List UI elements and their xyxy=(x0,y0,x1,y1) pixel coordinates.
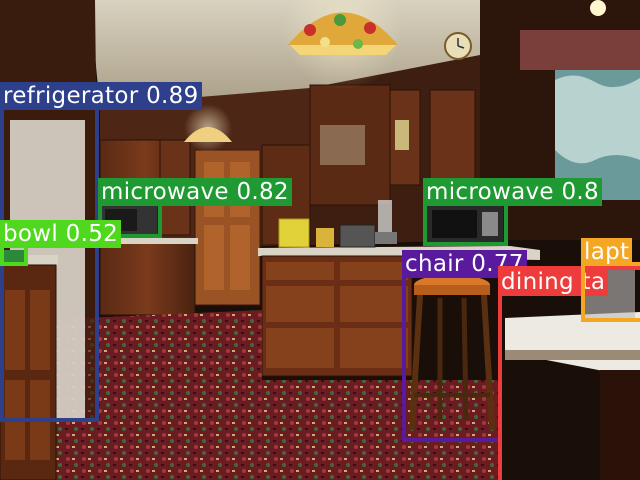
laptop-label: lapt xyxy=(581,238,633,266)
microwave-label-left: microwave 0.82 xyxy=(98,178,292,206)
dining-table-label: dining ta xyxy=(498,268,609,296)
microwave-label-right: microwave 0.8 xyxy=(423,178,602,206)
refrigerator-label: refrigerator 0.89 xyxy=(0,82,202,110)
bowl-label: bowl 0.52 xyxy=(0,220,122,248)
